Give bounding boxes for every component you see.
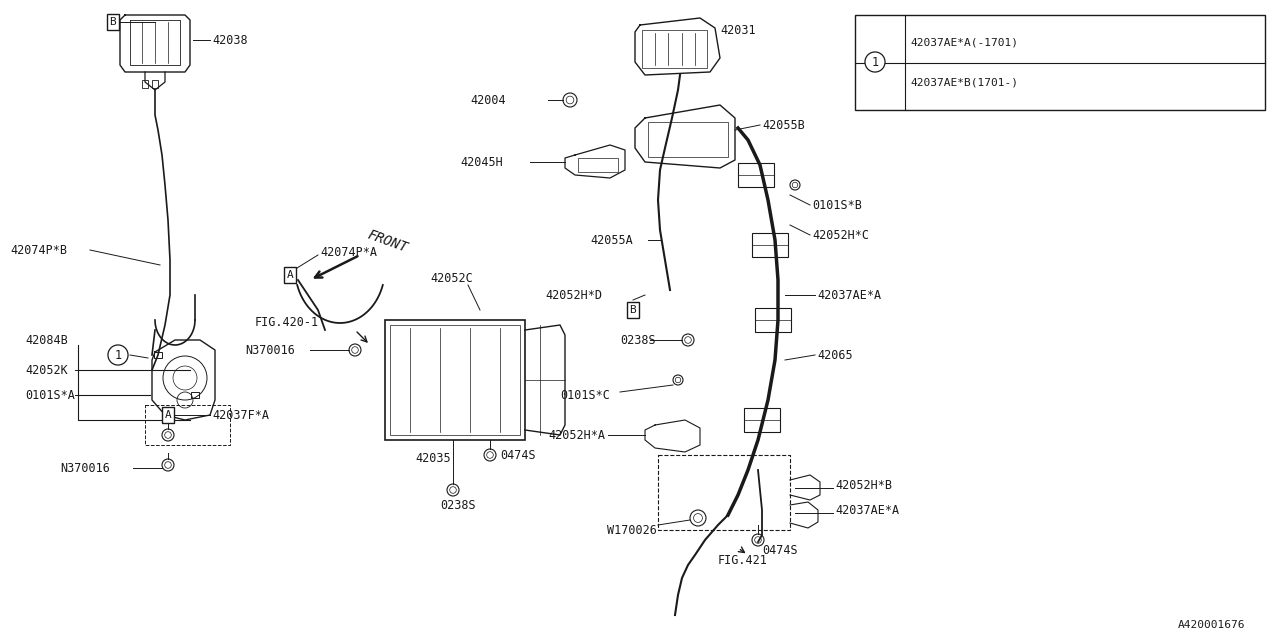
Text: 1: 1 [114,349,122,362]
Text: N370016: N370016 [60,461,110,474]
Bar [142,80,148,88]
Text: 42052C: 42052C [430,271,472,285]
Bar [191,392,198,398]
Bar [579,158,618,172]
Text: 42031: 42031 [719,24,755,36]
Text: FIG.421: FIG.421 [718,554,768,566]
Text: B: B [630,305,636,315]
Text: A420001676: A420001676 [1178,620,1245,630]
Text: 42052K: 42052K [26,364,68,376]
Bar [753,233,788,257]
Text: 42052H*C: 42052H*C [812,228,869,241]
Text: 42037AE*B(1701-): 42037AE*B(1701-) [910,77,1018,87]
Text: 0238S: 0238S [620,333,655,346]
Text: 0238S: 0238S [440,499,476,511]
Bar [855,15,1265,110]
Text: A: A [287,270,293,280]
Text: N370016: N370016 [244,344,294,356]
Text: 0101S*B: 0101S*B [812,198,861,211]
Bar [643,30,707,68]
Text: 42035: 42035 [415,451,451,465]
Text: A: A [165,410,172,420]
Bar [152,80,157,88]
Bar [390,325,520,435]
Bar [385,320,525,440]
Text: 42055A: 42055A [590,234,632,246]
Text: 42037AE*A: 42037AE*A [817,289,881,301]
Text: 42038: 42038 [212,33,247,47]
Bar [744,408,780,432]
Text: 42074P*A: 42074P*A [320,246,378,259]
Text: FRONT: FRONT [365,228,410,255]
Text: 0101S*A: 0101S*A [26,388,74,401]
Text: 42037AE*A(-1701): 42037AE*A(-1701) [910,37,1018,47]
Text: FIG.420-1: FIG.420-1 [255,316,319,328]
Text: 42052H*A: 42052H*A [548,429,605,442]
Bar [739,163,774,187]
Text: W170026: W170026 [607,524,657,536]
Text: 42065: 42065 [817,349,852,362]
Text: 42037AE*A: 42037AE*A [835,504,899,516]
Text: B: B [110,17,116,27]
Bar [755,308,791,332]
Bar [155,352,161,358]
Text: 0474S: 0474S [500,449,535,461]
Text: 0101S*C: 0101S*C [561,388,609,401]
Text: 42084B: 42084B [26,333,68,346]
Text: 42004: 42004 [470,93,506,106]
Text: 42052H*D: 42052H*D [545,289,602,301]
Text: 42055B: 42055B [762,118,805,131]
Text: 1: 1 [872,56,878,68]
Bar [648,122,728,157]
Text: 0474S: 0474S [762,543,797,557]
Text: 42037F*A: 42037F*A [212,408,269,422]
Text: 42045H: 42045H [460,156,503,168]
Text: 42074P*B: 42074P*B [10,243,67,257]
Text: 42052H*B: 42052H*B [835,479,892,492]
